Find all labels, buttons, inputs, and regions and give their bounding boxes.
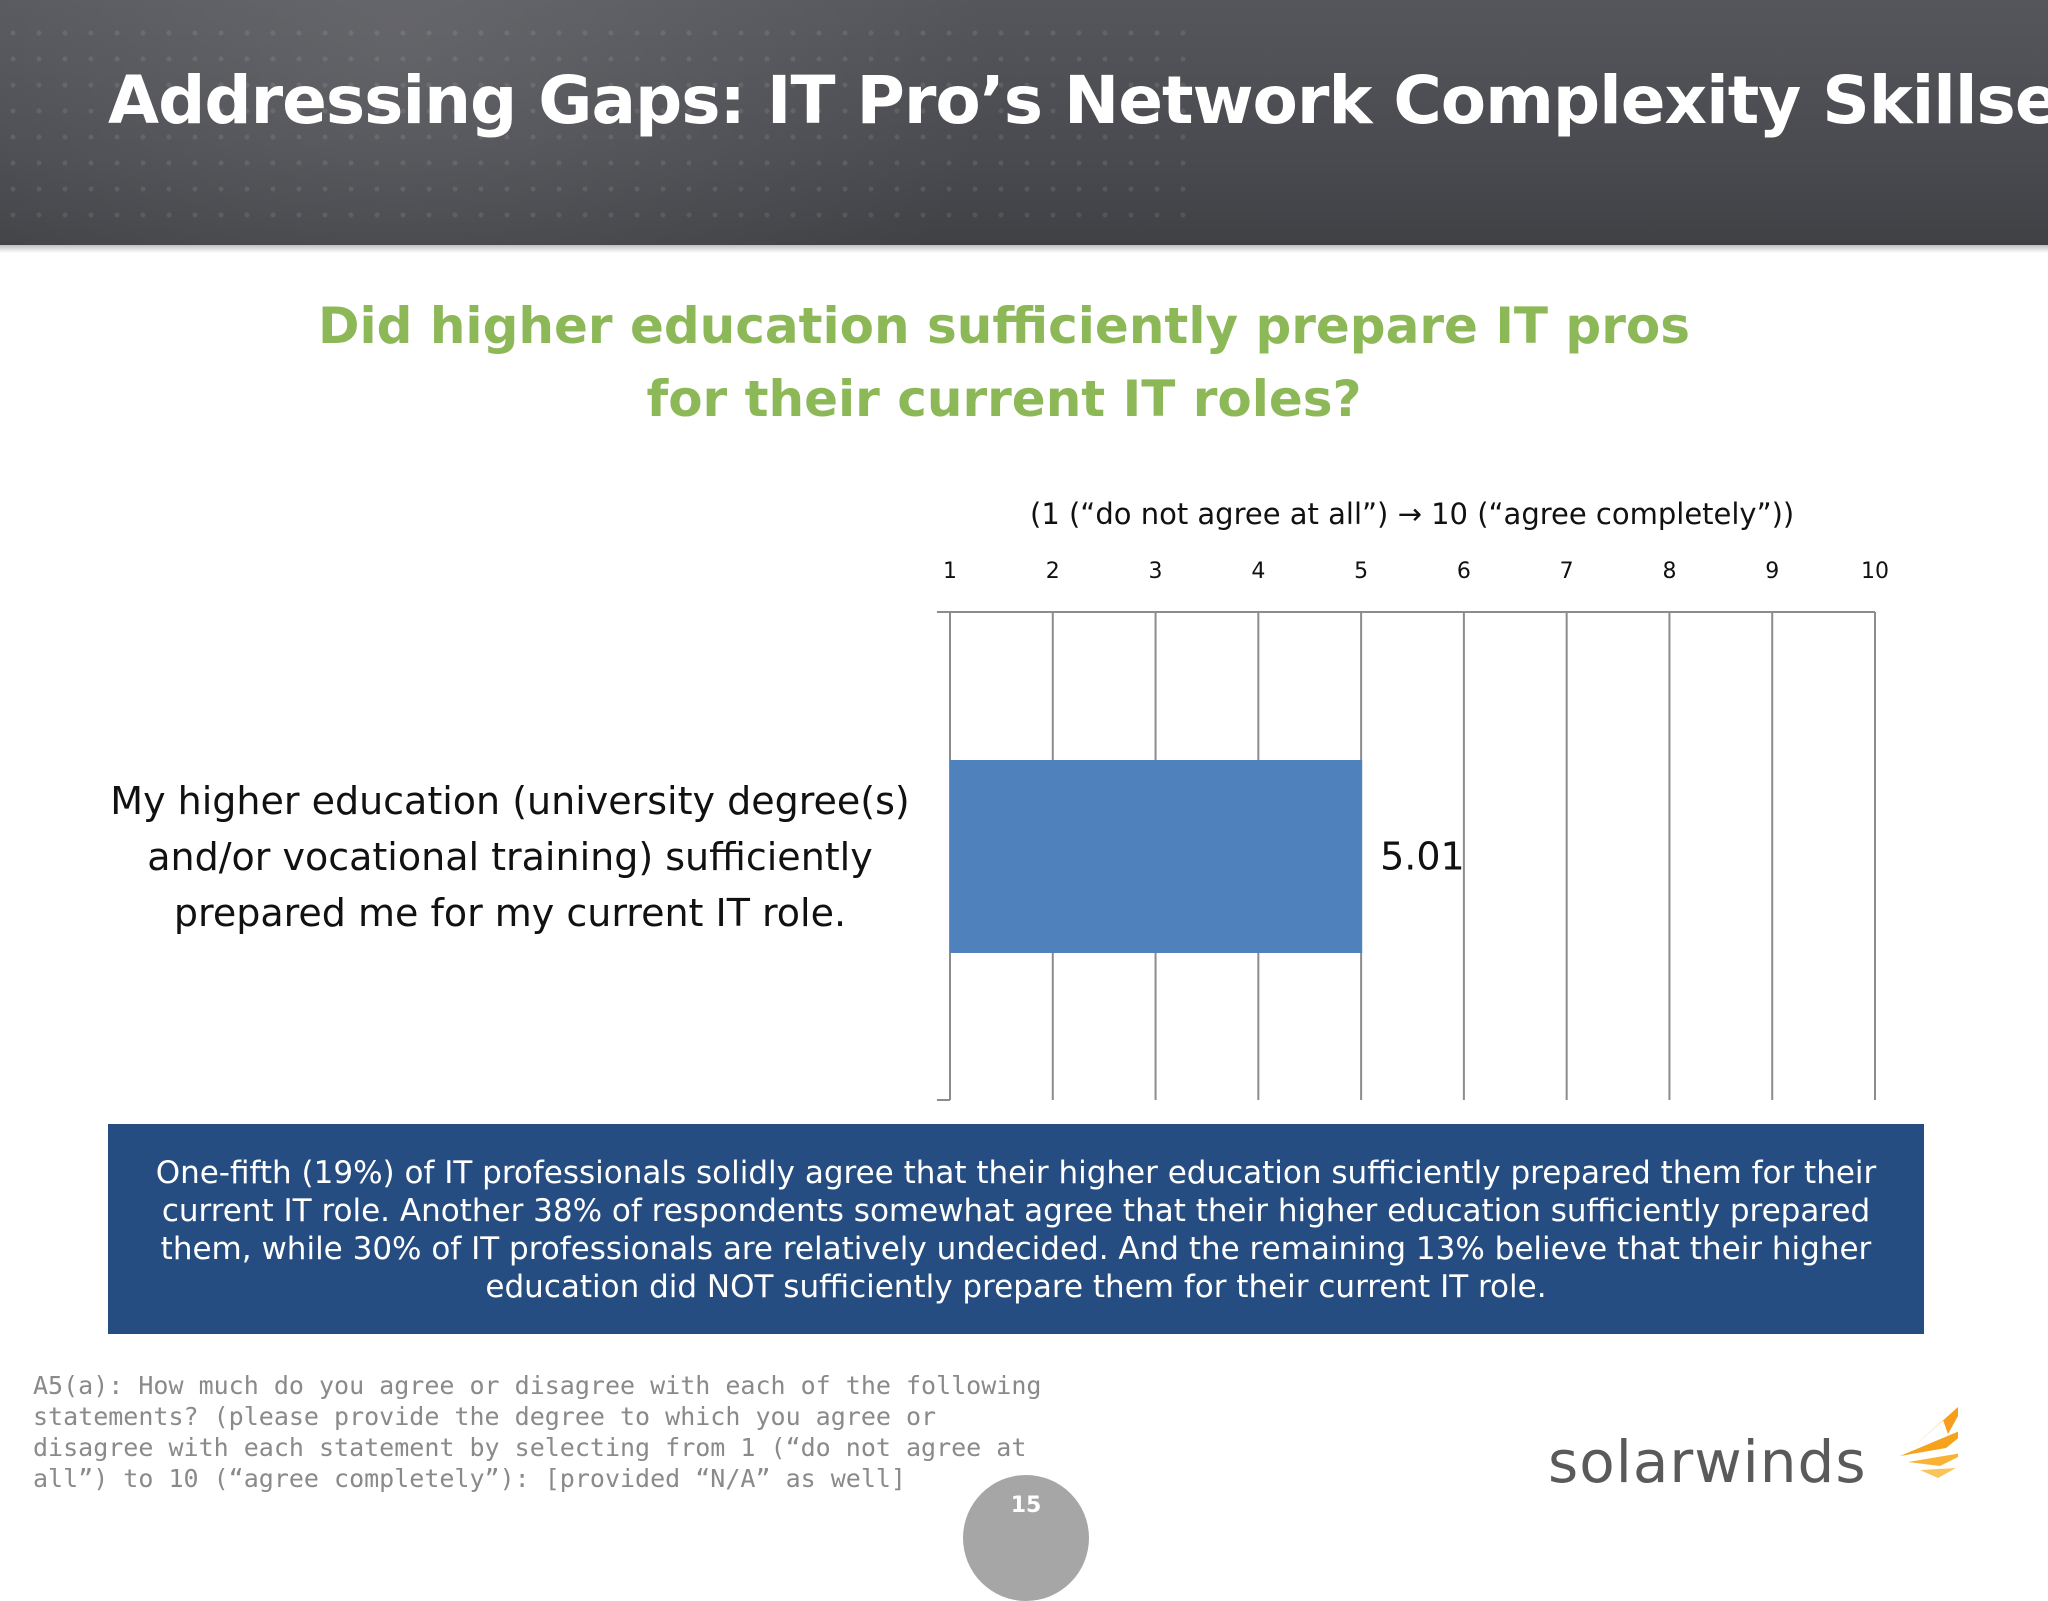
tick-label: 7 [1560, 559, 1574, 584]
statement-line-2: and/or vocational training) sufficiently [147, 835, 873, 879]
tick-label: 2 [1046, 559, 1060, 584]
question-line-2: for their current IT roles? [646, 370, 1362, 428]
header-shadow [0, 245, 2048, 253]
tick-label: 1 [943, 559, 957, 584]
logo-wordmark: solarwinds [1548, 1428, 1867, 1496]
tick-label: 8 [1662, 559, 1676, 584]
tick-label: 6 [1457, 559, 1471, 584]
statement-label: My higher education (university degree(s… [110, 773, 910, 941]
tick-label: 5 [1354, 559, 1368, 584]
survey-footnote: A5(a): How much do you agree or disagree… [33, 1371, 1042, 1493]
statement-line-1: My higher education (university degree(s… [110, 779, 910, 823]
solarwinds-logo [1900, 1406, 1958, 1478]
slide-title: Addressing Gaps: IT Pro’s Network Comple… [108, 62, 2048, 139]
header-dot-pattern [0, 20, 1200, 230]
header-banner: Addressing Gaps: IT Pro’s Network Comple… [0, 0, 2048, 245]
chart-question: Did higher education sufficiently prepar… [0, 290, 2008, 436]
summary-text: One-fifth (19%) of IT professionals soli… [155, 1155, 1877, 1305]
statement-line-3: prepared me for my current IT role. [173, 891, 847, 935]
bar-chart: 1 2 3 4 5 6 7 8 9 10 5.01 [937, 559, 1889, 1101]
tick-label: 3 [1149, 559, 1163, 584]
tick-label: 10 [1861, 559, 1889, 584]
scale-note: (1 (“do not agree at all”) → 10 (“agree … [1030, 497, 1795, 531]
header-sheen [0, 0, 1000, 245]
data-label: 5.01 [1380, 835, 1465, 879]
summary-box: One-fifth (19%) of IT professionals soli… [108, 1124, 1924, 1334]
page-number: 15 [1010, 1493, 1042, 1518]
tick-label: 9 [1765, 559, 1779, 584]
tick-label: 4 [1251, 559, 1265, 584]
question-line-1: Did higher education sufficiently prepar… [318, 297, 1690, 355]
page-number-badge: 15 [963, 1475, 1089, 1601]
bar [950, 760, 1363, 953]
logo-bird-icon [1900, 1406, 1958, 1478]
